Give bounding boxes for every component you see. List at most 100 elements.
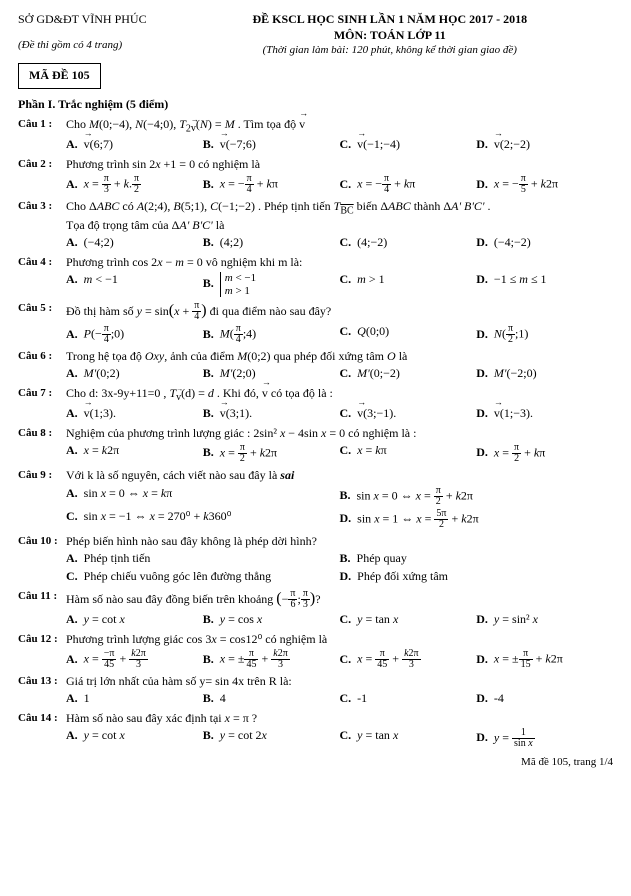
- q14-label: Câu 14 :: [18, 711, 66, 727]
- q7-options: A.v→(1;3). B.v→(3;1). C.v→(3;−1). D.v→(1…: [66, 406, 613, 422]
- q10-A: A.Phép tịnh tiến: [66, 551, 340, 567]
- q14-text: Hàm số nào sau đây xác định tại x = π ?: [66, 711, 613, 727]
- q8-D: D.x = π2 + kπ: [476, 443, 613, 464]
- section-title: Phần I. Trắc nghiệm (5 điểm): [18, 97, 613, 113]
- q10-options: A.Phép tịnh tiến B.Phép quay C.Phép chiế…: [66, 551, 613, 584]
- q3-label: Câu 3 :: [18, 199, 66, 233]
- exam-title: ĐỀ KSCL HỌC SINH LẦN 1 NĂM HỌC 2017 - 20…: [167, 12, 613, 28]
- q10-D: D.Phép đối xứng tâm: [340, 569, 614, 585]
- q4-C: C.m > 1: [340, 272, 477, 296]
- q1-text: Cho M(0;−4), N(−4;0), T2v→(N) = M . Tìm …: [66, 117, 613, 135]
- q9-A: A.sin x = 0 ⇔ x = kπ: [66, 486, 340, 507]
- q11-C: C.y = tan x: [340, 612, 477, 628]
- q13-label: Câu 13 :: [18, 674, 66, 690]
- q1-B: B.v→(−7;6): [203, 137, 340, 153]
- q10-C: C.Phép chiếu vuông góc lên đường thẳng: [66, 569, 340, 585]
- q11-A: A.y = cot x: [66, 612, 203, 628]
- q9-text: Với k là số nguyên, cách viết nào sau đâ…: [66, 468, 613, 484]
- duration: (Thời gian làm bài: 120 phút, không kể t…: [167, 43, 613, 57]
- question-11: Câu 11 : Hàm số nào sau đây đồng biến tr…: [18, 589, 613, 611]
- q4-options: A.m < −1 B.m < −1m > 1 C.m > 1 D.−1 ≤ m …: [66, 272, 613, 296]
- question-13: Câu 13 : Giá trị lớn nhất của hàm số y= …: [18, 674, 613, 690]
- q2-C: C.x = −π4 + kπ: [340, 174, 477, 195]
- q6-C: C.M'(0;−2): [340, 366, 477, 382]
- q6-text: Trong hệ tọa độ Oxy, ảnh của điểm M(0;2)…: [66, 349, 613, 365]
- q4-D: D.−1 ≤ m ≤ 1: [476, 272, 613, 296]
- q2-options: A.x = π3 + k.π2 B.x = −π4 + kπ C.x = −π4…: [66, 174, 613, 195]
- question-2: Câu 2 : Phương trình sin 2x +1 = 0 có ng…: [18, 157, 613, 173]
- q2-B: B.x = −π4 + kπ: [203, 174, 340, 195]
- question-12: Câu 12 : Phương trình lượng giác cos 3x …: [18, 632, 613, 648]
- q2-label: Câu 2 :: [18, 157, 66, 173]
- q5-D: D.N(π2;1): [476, 324, 613, 345]
- q4-label: Câu 4 :: [18, 255, 66, 271]
- q13-text: Giá trị lớn nhất của hàm số y= sin 4x tr…: [66, 674, 613, 690]
- q10-text: Phép biến hình nào sau đây không là phép…: [66, 534, 613, 550]
- q6-label: Câu 6 :: [18, 349, 66, 365]
- q11-B: B.y = cos x: [203, 612, 340, 628]
- q7-D: D.v→(1;−3).: [476, 406, 613, 422]
- q14-B: B.y = cot 2x: [203, 728, 340, 749]
- q6-options: A.M'(0;2) B.M'(2;0) C.M'(0;−2) D.M'(−2;0…: [66, 366, 613, 382]
- q5-text: Đồ thị hàm số y = sin(x + π4) đi qua điể…: [66, 301, 613, 323]
- q7-text: Cho d: 3x-9y+11=0 , Tv→(d) = d . Khi đó,…: [66, 386, 613, 404]
- q4-text: Phương trình cos 2x − m = 0 vô nghiệm kh…: [66, 255, 613, 271]
- q2-A: A.x = π3 + k.π2: [66, 174, 203, 195]
- q14-D: D.y = 1sin x: [476, 728, 613, 749]
- q1-options: A.v→(6;7) B.v→(−7;6) C.v→(−1;−4) D.v→(2;…: [66, 137, 613, 153]
- question-4: Câu 4 : Phương trình cos 2x − m = 0 vô n…: [18, 255, 613, 271]
- q2-text: Phương trình sin 2x +1 = 0 có nghiệm là: [66, 157, 613, 173]
- q7-label: Câu 7 :: [18, 386, 66, 404]
- question-6: Câu 6 : Trong hệ tọa độ Oxy, ảnh của điể…: [18, 349, 613, 365]
- question-7: Câu 7 : Cho d: 3x-9y+11=0 , Tv→(d) = d .…: [18, 386, 613, 404]
- question-1: Câu 1 : Cho M(0;−4), N(−4;0), T2v→(N) = …: [18, 117, 613, 135]
- q1-label: Câu 1 :: [18, 117, 66, 135]
- q2-D: D.x = −π5 + k2π: [476, 174, 613, 195]
- q6-D: D.M'(−2;0): [476, 366, 613, 382]
- question-9: Câu 9 : Với k là số nguyên, cách viết nà…: [18, 468, 613, 484]
- q8-text: Nghiệm của phương trình lượng giác : 2si…: [66, 426, 613, 442]
- q9-options: A.sin x = 0 ⇔ x = kπ B.sin x = 0 ⇔ x = π…: [66, 486, 613, 530]
- q1-D: D.v→(2;−2): [476, 137, 613, 153]
- page-count: (Đề thi gồm có 4 trang): [18, 38, 147, 52]
- q9-label: Câu 9 :: [18, 468, 66, 484]
- question-8: Câu 8 : Nghiệm của phương trình lượng gi…: [18, 426, 613, 442]
- q1-A: A.v→(6;7): [66, 137, 203, 153]
- q9-D: D.sin x = 1 ⇔ x = 5π2 + k2π: [340, 509, 614, 530]
- q14-A: A.y = cot x: [66, 728, 203, 749]
- q13-D: D.-4: [476, 691, 613, 707]
- dept: SỞ GD&ĐT VĨNH PHÚC: [18, 12, 147, 28]
- q7-C: C.v→(3;−1).: [340, 406, 477, 422]
- q12-B: B.x = ±π45 + k2π3: [203, 649, 340, 670]
- q13-A: A.1: [66, 691, 203, 707]
- q12-text: Phương trình lượng giác cos 3x = cos12⁰ …: [66, 632, 613, 648]
- q1-C: C.v→(−1;−4): [340, 137, 477, 153]
- q10-B: B.Phép quay: [340, 551, 614, 567]
- q11-label: Câu 11 :: [18, 589, 66, 611]
- q7-B: B.v→(3;1).: [203, 406, 340, 422]
- question-14: Câu 14 : Hàm số nào sau đây xác định tại…: [18, 711, 613, 727]
- q12-options: A.x = −π45 + k2π3 B.x = ±π45 + k2π3 C.x …: [66, 649, 613, 670]
- q4-B: B.m < −1m > 1: [203, 272, 340, 296]
- q8-label: Câu 8 :: [18, 426, 66, 442]
- q5-A: A.P(−π4;0): [66, 324, 203, 345]
- q13-B: B.4: [203, 691, 340, 707]
- q5-C: C.Q(0;0): [340, 324, 477, 345]
- question-10: Câu 10 : Phép biến hình nào sau đây khôn…: [18, 534, 613, 550]
- q6-B: B.M'(2;0): [203, 366, 340, 382]
- q6-A: A.M'(0;2): [66, 366, 203, 382]
- exam-header: SỞ GD&ĐT VĨNH PHÚC (Đề thi gồm có 4 tran…: [18, 12, 613, 57]
- q11-D: D.y = sin² x: [476, 612, 613, 628]
- right-header: ĐỀ KSCL HỌC SINH LẦN 1 NĂM HỌC 2017 - 20…: [167, 12, 613, 57]
- exam-code: MÃ ĐỀ 105: [18, 63, 101, 89]
- q8-B: B.x = π2 + k2π: [203, 443, 340, 464]
- q9-B: B.sin x = 0 ⇔ x = π2 + k2π: [340, 486, 614, 507]
- q11-text: Hàm số nào sau đây đồng biến trên khoảng…: [66, 589, 613, 611]
- q8-C: C.x = kπ: [340, 443, 477, 464]
- question-3: Câu 3 : Cho ΔABC có A(2;4), B(5;1), C(−1…: [18, 199, 613, 233]
- left-header: SỞ GD&ĐT VĨNH PHÚC (Đề thi gồm có 4 tran…: [18, 12, 147, 57]
- q3-C: C.(4;−2): [340, 235, 477, 251]
- page-footer: Mã đề 105, trang 1/4: [18, 755, 613, 769]
- question-5: Câu 5 : Đồ thị hàm số y = sin(x + π4) đi…: [18, 301, 613, 323]
- q3-B: B.(4;2): [203, 235, 340, 251]
